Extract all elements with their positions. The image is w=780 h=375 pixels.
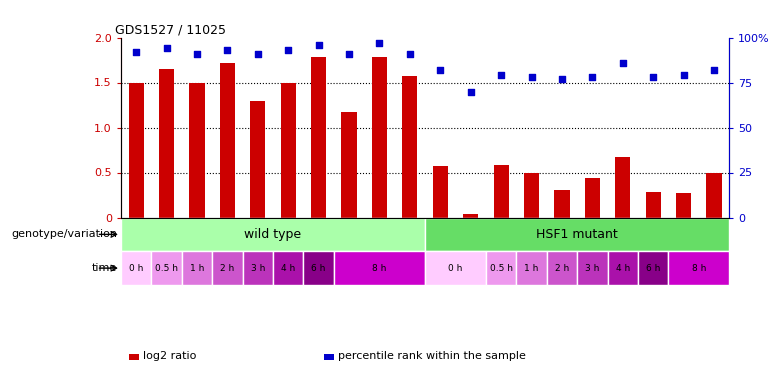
- Point: [495, 72, 508, 78]
- Text: 0.5 h: 0.5 h: [490, 264, 512, 273]
- Point: [343, 51, 356, 57]
- Text: log2 ratio: log2 ratio: [143, 351, 196, 361]
- Bar: [638, 251, 668, 285]
- Bar: [494, 165, 509, 218]
- Bar: [615, 157, 630, 218]
- Bar: [121, 217, 425, 251]
- Text: percentile rank within the sample: percentile rank within the sample: [338, 351, 526, 361]
- Point: [708, 67, 721, 73]
- Text: 1 h: 1 h: [190, 264, 204, 273]
- Bar: [676, 193, 691, 217]
- Point: [647, 74, 660, 80]
- Point: [222, 47, 234, 53]
- Bar: [668, 251, 729, 285]
- Bar: [516, 251, 547, 285]
- Text: 8 h: 8 h: [692, 264, 706, 273]
- Point: [556, 76, 569, 82]
- Text: 3 h: 3 h: [585, 264, 600, 273]
- Bar: [311, 57, 326, 217]
- Point: [587, 74, 599, 80]
- Bar: [342, 112, 356, 218]
- Text: 0 h: 0 h: [129, 264, 144, 273]
- Text: 2 h: 2 h: [555, 264, 569, 273]
- Point: [374, 40, 386, 46]
- Bar: [707, 172, 722, 217]
- Bar: [334, 251, 425, 285]
- Text: 6 h: 6 h: [646, 264, 661, 273]
- Text: genotype/variation: genotype/variation: [11, 230, 117, 239]
- Point: [678, 72, 690, 78]
- Text: 0.5 h: 0.5 h: [155, 264, 178, 273]
- Bar: [433, 166, 448, 218]
- Bar: [577, 251, 608, 285]
- Bar: [212, 251, 243, 285]
- Text: HSF1 mutant: HSF1 mutant: [537, 228, 618, 241]
- Bar: [585, 178, 600, 218]
- Text: wild type: wild type: [244, 228, 302, 241]
- Bar: [547, 251, 577, 285]
- Bar: [281, 82, 296, 218]
- Bar: [182, 251, 212, 285]
- Bar: [151, 251, 182, 285]
- Bar: [372, 57, 387, 217]
- Bar: [303, 251, 334, 285]
- Bar: [190, 82, 204, 218]
- Bar: [129, 83, 144, 218]
- Text: 2 h: 2 h: [220, 264, 235, 273]
- Bar: [273, 251, 303, 285]
- Point: [526, 74, 538, 80]
- Text: 1 h: 1 h: [524, 264, 539, 273]
- Point: [434, 67, 447, 73]
- Point: [161, 45, 173, 51]
- Bar: [463, 214, 478, 217]
- Bar: [121, 251, 151, 285]
- Text: 8 h: 8 h: [372, 264, 387, 273]
- Text: 0 h: 0 h: [448, 264, 463, 273]
- Point: [617, 60, 629, 66]
- Point: [313, 42, 325, 48]
- Bar: [425, 217, 729, 251]
- Point: [252, 51, 264, 57]
- Point: [129, 49, 143, 55]
- Bar: [425, 251, 486, 285]
- Bar: [608, 251, 638, 285]
- Point: [404, 51, 417, 57]
- Bar: [524, 173, 539, 217]
- Point: [191, 51, 204, 57]
- Bar: [250, 100, 265, 218]
- Point: [282, 47, 295, 53]
- Point: [465, 88, 477, 94]
- Text: 3 h: 3 h: [250, 264, 265, 273]
- Bar: [646, 192, 661, 217]
- Bar: [159, 69, 174, 218]
- Text: time: time: [92, 263, 117, 273]
- Bar: [402, 76, 417, 217]
- Bar: [220, 63, 235, 217]
- Bar: [243, 251, 273, 285]
- Text: 4 h: 4 h: [281, 264, 296, 273]
- Text: 4 h: 4 h: [615, 264, 630, 273]
- Bar: [486, 251, 516, 285]
- Text: 6 h: 6 h: [311, 264, 326, 273]
- Bar: [555, 190, 569, 217]
- Text: GDS1527 / 11025: GDS1527 / 11025: [115, 23, 226, 36]
